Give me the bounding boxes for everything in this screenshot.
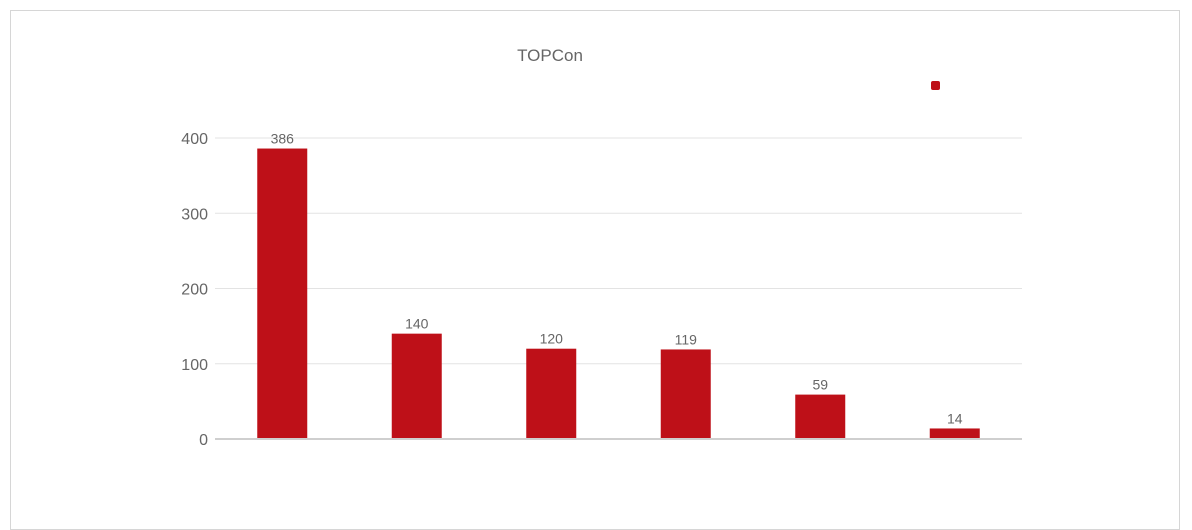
y-tick-label: 0 (199, 432, 208, 449)
data-label: 120 (540, 331, 564, 347)
bar (795, 394, 846, 439)
data-label: 59 (812, 377, 828, 393)
data-label: 14 (947, 410, 963, 426)
data-label: 119 (675, 331, 698, 347)
data-label: 140 (405, 316, 429, 332)
y-tick-label: 100 (181, 357, 208, 374)
y-tick-label: 200 (181, 282, 208, 299)
bar (660, 349, 711, 439)
bars (257, 148, 980, 439)
chart-title: TOPCon (517, 46, 583, 65)
y-axis-ticks: 0 100 200 300 400 (181, 131, 208, 449)
chart-frame (10, 10, 1180, 530)
y-tick-label: 400 (181, 131, 208, 148)
y-tick-label: 300 (181, 206, 208, 223)
bar (929, 428, 980, 439)
bar-chart: 0 100 200 300 400 386 140 120 119 59 14 (181, 131, 1022, 449)
bar (257, 148, 308, 439)
bar (391, 333, 442, 439)
legend-marker (931, 81, 940, 90)
data-label: 386 (271, 131, 295, 147)
data-labels: 386 140 120 119 59 14 (271, 131, 963, 427)
gridlines (215, 137, 1022, 365)
bar (526, 348, 577, 439)
